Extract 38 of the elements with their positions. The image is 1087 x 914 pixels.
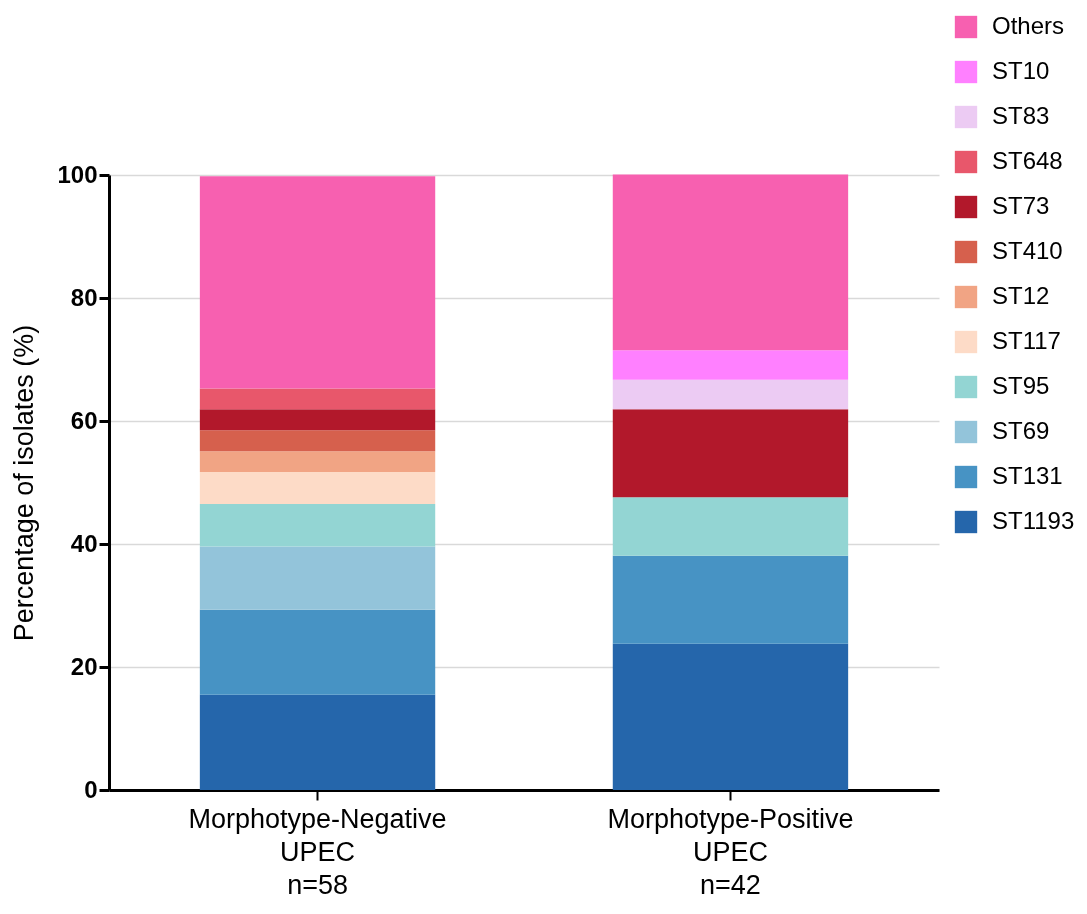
y-tick-label: 40 (70, 529, 98, 557)
bar (612, 174, 849, 351)
y-tick-label: 100 (57, 160, 98, 188)
y-tick-label: 80 (70, 283, 98, 311)
y-tick-label: 20 (70, 652, 98, 680)
legend-label: ST12 (992, 282, 1050, 309)
bar (199, 176, 436, 389)
bar (199, 451, 436, 473)
legend-label: Others (992, 12, 1065, 39)
legend-label: ST10 (992, 57, 1050, 84)
y-tick-label: 60 (70, 406, 98, 434)
bar (199, 694, 436, 790)
bar (199, 430, 436, 452)
legend-label: ST73 (992, 192, 1050, 219)
bar (199, 388, 436, 410)
bar (612, 497, 849, 556)
bar (612, 555, 849, 644)
x-tick-label: Morphotype-Positive UPEC n=42 (607, 803, 854, 900)
bar (199, 546, 436, 610)
y-tick-label: 0 (84, 775, 98, 803)
legend-label: ST117 (992, 327, 1061, 354)
bar (199, 409, 436, 431)
legend-label: ST69 (992, 417, 1050, 444)
legend-label: ST410 (992, 237, 1063, 264)
legend-label: ST95 (992, 372, 1050, 399)
legend-label: ST1193 (992, 507, 1075, 534)
y-axis-title: Percentage of isolates (%) (9, 324, 40, 642)
bar (199, 472, 436, 505)
bar (612, 350, 849, 380)
legend-label: ST83 (992, 102, 1050, 129)
bar (199, 609, 436, 695)
bar (612, 379, 849, 410)
bar (612, 409, 849, 498)
legend-label: ST648 (992, 147, 1063, 174)
bar (199, 504, 436, 547)
legend-label: ST131 (992, 462, 1063, 489)
bar (612, 643, 849, 790)
x-tick-label: Morphotype-Negative UPEC n=58 (188, 803, 447, 900)
